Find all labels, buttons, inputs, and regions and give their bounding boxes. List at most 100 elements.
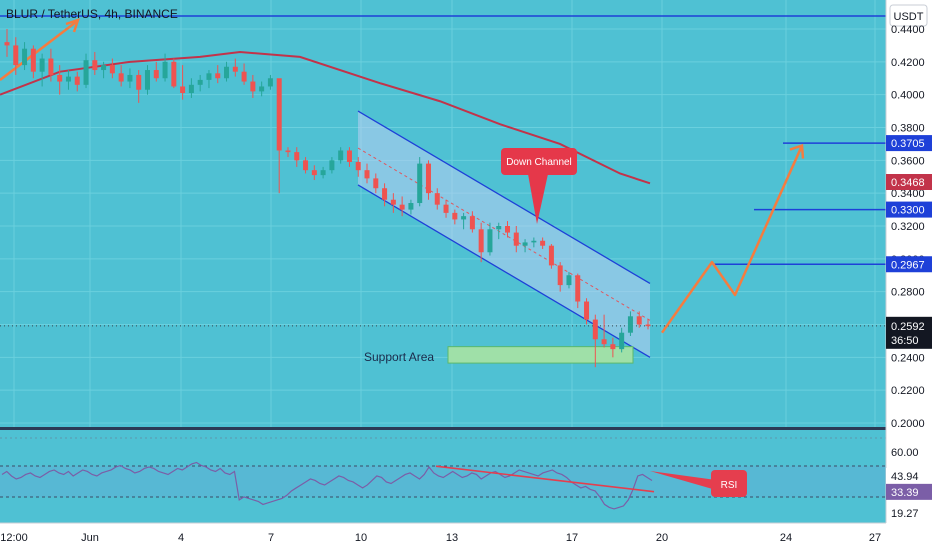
candle-body bbox=[127, 74, 133, 82]
time-axis-background[interactable] bbox=[0, 523, 886, 550]
candle bbox=[259, 81, 265, 97]
price-tick-label: 0.4000 bbox=[891, 90, 925, 102]
price-badge-label: 0.3300 bbox=[891, 205, 925, 217]
time-tick-label: 10 bbox=[355, 532, 367, 544]
price-badge-box bbox=[886, 256, 932, 273]
price-tick-label: 0.3600 bbox=[891, 155, 925, 167]
candle-body bbox=[276, 78, 282, 151]
candle bbox=[461, 212, 467, 230]
candle-body bbox=[153, 70, 159, 79]
candle-body bbox=[364, 170, 370, 179]
down-channel-label: Down Channel bbox=[506, 157, 572, 168]
candle bbox=[4, 29, 10, 57]
candle-body bbox=[487, 229, 493, 253]
currency-label[interactable]: USDT bbox=[894, 11, 924, 23]
rsi-badge: 43.94 bbox=[886, 468, 932, 485]
candle bbox=[65, 70, 71, 90]
rsi-trend-line bbox=[435, 465, 655, 493]
candle-body bbox=[627, 316, 633, 333]
candle-body bbox=[636, 316, 642, 325]
support-area-box bbox=[447, 346, 634, 364]
price-tick-label: 0.2200 bbox=[891, 385, 925, 397]
projection-arrow-head bbox=[789, 143, 805, 159]
candle bbox=[513, 226, 519, 253]
candle bbox=[408, 199, 414, 215]
time-tick-label: 27 bbox=[869, 532, 881, 544]
chart-title: BLUR / TetherUS, 4h, BINANCE bbox=[6, 7, 178, 21]
candle bbox=[645, 319, 651, 330]
candle bbox=[417, 157, 423, 207]
candle bbox=[469, 211, 475, 233]
candle-body bbox=[566, 275, 572, 286]
candle-body bbox=[425, 163, 431, 194]
channel-lower-line bbox=[357, 184, 651, 358]
candle bbox=[522, 239, 528, 253]
candle bbox=[636, 311, 642, 328]
candle-body bbox=[390, 199, 396, 205]
candle-body bbox=[373, 178, 379, 189]
time-tick-label: 7 bbox=[268, 532, 274, 544]
down-channel-callout-box bbox=[501, 148, 577, 175]
candle-body bbox=[382, 188, 388, 200]
countdown-label: 36:50 bbox=[891, 335, 919, 347]
price-badge: 0.2967 bbox=[886, 256, 932, 273]
candle bbox=[548, 244, 554, 269]
candle bbox=[566, 271, 572, 289]
candle bbox=[540, 237, 546, 249]
candle bbox=[39, 53, 45, 87]
candle bbox=[109, 58, 115, 79]
price-badge-label: 0.3705 bbox=[891, 138, 925, 150]
candle bbox=[487, 222, 493, 256]
time-tick-label: 24 bbox=[780, 532, 792, 544]
candle-body bbox=[188, 84, 194, 94]
candle bbox=[13, 37, 19, 75]
price-badge-label: 0.2967 bbox=[891, 259, 925, 271]
candle-body bbox=[13, 45, 19, 66]
currency-button[interactable]: USDT bbox=[889, 4, 928, 27]
candle-body bbox=[83, 60, 89, 85]
candle-body bbox=[4, 42, 10, 46]
price-tick-label: 0.2800 bbox=[891, 287, 925, 299]
candle bbox=[276, 78, 282, 194]
candle-body bbox=[250, 81, 256, 92]
candle bbox=[22, 42, 28, 71]
candle-body bbox=[346, 150, 352, 162]
candle-body bbox=[232, 66, 238, 72]
rsi-badge-box bbox=[886, 483, 932, 500]
candle-body bbox=[443, 204, 449, 213]
candle bbox=[232, 58, 238, 77]
candle-body bbox=[48, 58, 54, 75]
price-tick-label: 0.2400 bbox=[891, 352, 925, 364]
candle bbox=[505, 221, 511, 238]
rsi-badge-label: 33.39 bbox=[891, 487, 919, 499]
candle-body bbox=[522, 242, 528, 246]
candle bbox=[294, 147, 300, 167]
candle bbox=[48, 48, 54, 82]
candle-body bbox=[399, 204, 405, 210]
candle-body bbox=[355, 161, 361, 171]
pane-divider[interactable] bbox=[0, 427, 932, 430]
candle bbox=[399, 196, 405, 217]
candle bbox=[250, 74, 256, 98]
time-tick-label: 13 bbox=[446, 532, 458, 544]
candle-body bbox=[197, 79, 203, 85]
candle-body bbox=[496, 226, 502, 230]
left-up-arrow-head bbox=[65, 18, 80, 33]
currency-button-frame[interactable] bbox=[889, 4, 928, 27]
candle bbox=[373, 173, 379, 194]
candle bbox=[30, 45, 36, 79]
price-badge: 0.3300 bbox=[886, 201, 932, 218]
price-axis-background[interactable] bbox=[886, 0, 932, 550]
candle bbox=[346, 147, 352, 167]
candle bbox=[267, 74, 273, 90]
support-area-label: Support Area bbox=[364, 350, 434, 364]
candle-body bbox=[338, 150, 344, 161]
candle-body bbox=[180, 86, 186, 94]
time-tick-label: 17 bbox=[566, 532, 578, 544]
candle-body bbox=[461, 216, 467, 220]
candle bbox=[101, 61, 107, 79]
candle bbox=[118, 65, 124, 87]
candle bbox=[74, 71, 80, 92]
rsi-callout-pointer bbox=[650, 471, 716, 490]
candle-body bbox=[303, 160, 309, 171]
